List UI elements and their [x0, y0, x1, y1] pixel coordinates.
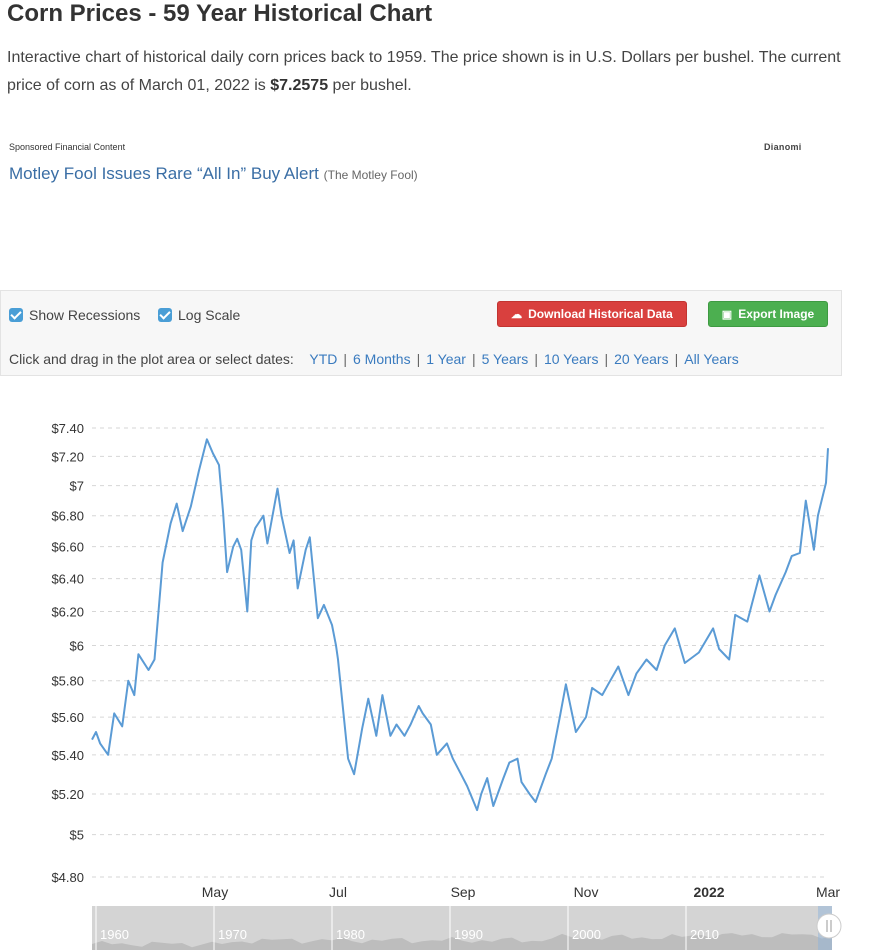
y-tick-label: $6.20	[51, 605, 84, 620]
x-tick-label: Mar	[816, 884, 840, 900]
date-range-selector: Click and drag in the plot area or selec…	[9, 351, 739, 367]
y-tick-label: $6.40	[51, 572, 84, 587]
range-separator: |	[343, 351, 347, 367]
log-scale-checkbox[interactable]: Log Scale	[158, 307, 240, 323]
image-icon: ▣	[721, 308, 733, 321]
range-separator: |	[534, 351, 538, 367]
page-title: Corn Prices - 59 Year Historical Chart	[7, 0, 433, 27]
range-all-years[interactable]: All Years	[684, 351, 739, 367]
chart-toolbar: Show Recessions Log Scale ☁ Download His…	[0, 290, 842, 376]
range-20-years[interactable]: 20 Years	[614, 351, 669, 367]
sponsor-brand-logo: Dianomi	[764, 142, 802, 152]
drag-hint: Click and drag in the plot area or selec…	[9, 351, 294, 367]
download-historical-data-button[interactable]: ☁ Download Historical Data	[497, 301, 687, 327]
y-tick-label: $5.80	[51, 674, 84, 689]
y-tick-label: $7.20	[51, 449, 84, 464]
y-tick-label: $5.40	[51, 748, 84, 763]
show-recessions-checkbox[interactable]: Show Recessions	[9, 307, 140, 323]
log-scale-label[interactable]: Log Scale	[178, 307, 241, 323]
navigator-series-area	[92, 933, 832, 950]
checkbox-checked-icon[interactable]	[9, 308, 23, 322]
intro-suffix: per bushel.	[328, 77, 412, 94]
navigator-year-label: 1970	[218, 927, 247, 942]
y-tick-label: $7.40	[51, 421, 84, 436]
navigator-year-label: 2010	[690, 927, 719, 942]
intro-paragraph: Interactive chart of historical daily co…	[7, 44, 857, 100]
range-6-months[interactable]: 6 Months	[353, 351, 411, 367]
x-tick-label: 2022	[693, 884, 724, 900]
show-recessions-label[interactable]: Show Recessions	[29, 307, 141, 323]
y-tick-label: $7	[70, 479, 84, 494]
price-series-line[interactable]	[91, 438, 829, 812]
navigator-year-label: 1980	[336, 927, 365, 942]
range-separator: |	[416, 351, 421, 367]
sponsored-headline[interactable]: Motley Fool Issues Rare “All In” Buy Ale…	[9, 164, 319, 183]
range-separator: |	[674, 351, 679, 367]
y-tick-label: $6	[70, 639, 84, 654]
range-separator: |	[604, 351, 609, 367]
y-tick-label: $5	[70, 828, 84, 843]
y-tick-label: $5.60	[51, 710, 84, 725]
checkbox-checked-icon[interactable]	[158, 308, 172, 322]
cloud-download-icon: ☁	[511, 308, 523, 321]
x-tick-label: Jul	[329, 884, 347, 900]
current-price: $7.2575	[270, 77, 329, 94]
navigator-handle[interactable]	[816, 913, 842, 939]
range-10-years[interactable]: 10 Years	[543, 351, 599, 367]
y-tick-label: $4.80	[51, 870, 84, 885]
corn-price-chart[interactable]: $4.80 $5 $5.20 $5.40 $5.60 $5.80 $6 $6.20 $6.40 $…	[0, 400, 876, 950]
navigator-year-label: 1990	[454, 927, 483, 942]
range-5-years[interactable]: 5 Years	[481, 351, 529, 367]
sponsored-source: (The Motley Fool)	[323, 168, 418, 182]
x-tick-label: May	[202, 884, 228, 900]
y-tick-label: $6.60	[51, 540, 84, 555]
intro-text: Interactive chart of historical daily co…	[7, 49, 841, 94]
x-tick-label: Sep	[451, 884, 476, 900]
export-image-button[interactable]: ▣ Export Image	[708, 301, 828, 327]
range-1-year[interactable]: 1 Year	[426, 351, 466, 367]
range-separator: |	[471, 351, 476, 367]
y-tick-label: $5.20	[51, 787, 84, 802]
sponsored-headline-link[interactable]: Motley Fool Issues Rare “All In” Buy Ale…	[9, 164, 418, 184]
x-tick-label: Nov	[574, 884, 599, 900]
y-tick-label: $6.80	[51, 509, 84, 524]
navigator-year-label: 1960	[100, 927, 129, 942]
range-ytd[interactable]: YTD	[309, 351, 338, 367]
export-label[interactable]: Export Image	[738, 307, 815, 321]
download-label[interactable]: Download Historical Data	[528, 307, 673, 321]
sponsored-label: Sponsored Financial Content	[9, 142, 126, 152]
navigator-year-label: 2000	[572, 927, 601, 942]
